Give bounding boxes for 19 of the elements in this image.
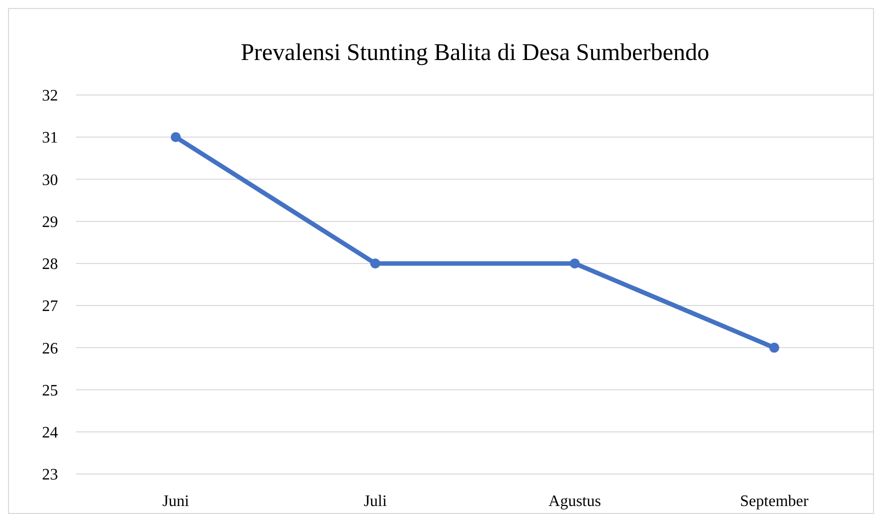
x-tick-label: Juni — [162, 493, 190, 510]
y-tick-label: 24 — [42, 424, 58, 442]
point — [769, 342, 780, 353]
point — [370, 258, 380, 268]
x-tick-label: Agustus — [548, 493, 601, 510]
y-tick-label: 30 — [42, 172, 58, 189]
chart-title: Prevalensi Stunting Balita di Desa Sumberbendo — [240, 40, 710, 66]
point — [570, 258, 580, 268]
y-tick-label: 26 — [42, 340, 58, 358]
x-tick-label: September — [740, 493, 810, 510]
y-tick-label: 28 — [42, 256, 58, 274]
y-tick-label: 32 — [42, 88, 58, 105]
y-tick-label: 27 — [42, 298, 58, 316]
x-tick-label: Juli — [364, 493, 388, 510]
y-tick-label: 29 — [42, 214, 58, 231]
y-tick-label: 31 — [42, 130, 58, 147]
y-tick-label: 25 — [42, 382, 58, 400]
y-tick-label: 23 — [42, 466, 58, 484]
point — [170, 132, 181, 142]
